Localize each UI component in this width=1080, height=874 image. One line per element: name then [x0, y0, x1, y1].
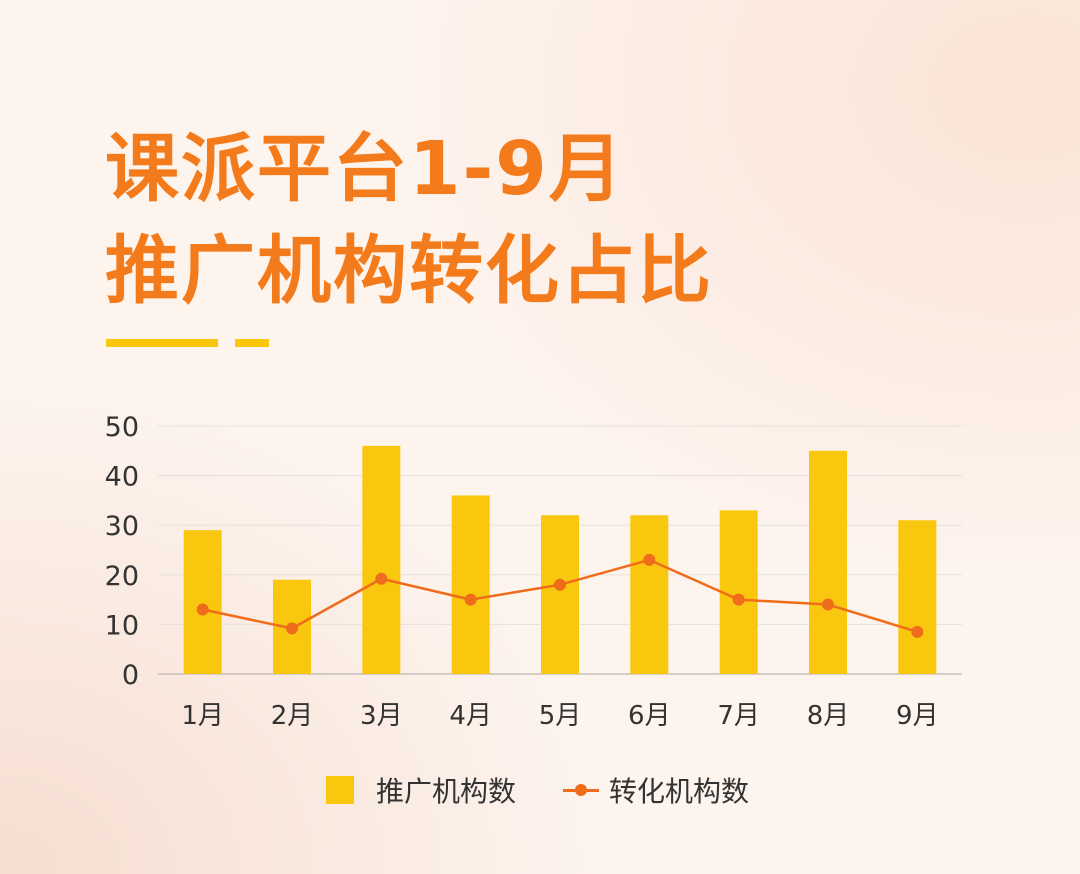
chart: 0 10 20 30 40 50 1月 2月 3月 4月 5月 6月 7月 8月 9月: [105, 412, 962, 730]
line-point: [286, 622, 298, 635]
bar: [362, 445, 401, 674]
line-point: [911, 625, 924, 638]
legend-item-line: 转化机构数: [563, 770, 749, 810]
bar: [630, 515, 669, 674]
bar: [898, 520, 937, 674]
x-tick-label: 9月: [896, 701, 939, 730]
y-tick-label: 30: [105, 511, 139, 542]
y-tick-label: 10: [105, 610, 139, 641]
bar: [809, 450, 847, 674]
bar: [183, 530, 222, 674]
x-tick-label: 4月: [449, 701, 492, 730]
x-tick-label: 6月: [628, 701, 671, 730]
legend-bar-label: 推广机构数: [376, 775, 517, 808]
page-title: 课派平台1-9月 推广机构转化占比: [105, 118, 713, 322]
line-point: [643, 553, 656, 566]
bar: [719, 510, 758, 674]
legend-line-label: 转化机构数: [609, 775, 750, 808]
line-point: [196, 603, 209, 616]
title-underline-long: [106, 339, 218, 347]
y-tick-label: 40: [105, 462, 139, 493]
bar: [541, 515, 579, 674]
line-point: [375, 572, 388, 585]
legend-line-swatch: [563, 776, 599, 804]
x-tick-label: 5月: [539, 701, 582, 730]
line-point: [554, 578, 566, 591]
line-point: [732, 593, 745, 606]
bar: [451, 495, 490, 674]
legend-item-bar: 推广机构数: [326, 770, 516, 810]
legend-bar-swatch: [326, 776, 354, 804]
y-tick-label: 50: [105, 412, 139, 443]
x-tick-label: 1月: [181, 701, 224, 730]
y-tick-label: 20: [105, 561, 139, 592]
x-tick-label: 7月: [717, 701, 760, 730]
y-tick-label: 0: [122, 660, 139, 691]
title-line-2: 推广机构转化占比: [105, 228, 713, 314]
title-line-1: 课派平台1-9月: [105, 126, 625, 212]
x-tick-label: 2月: [271, 701, 314, 730]
line-point: [822, 598, 834, 611]
x-tick-label: 8月: [807, 701, 850, 730]
line-point: [464, 593, 477, 606]
title-underline-short: [235, 339, 269, 347]
x-tick-label: 3月: [360, 701, 403, 730]
